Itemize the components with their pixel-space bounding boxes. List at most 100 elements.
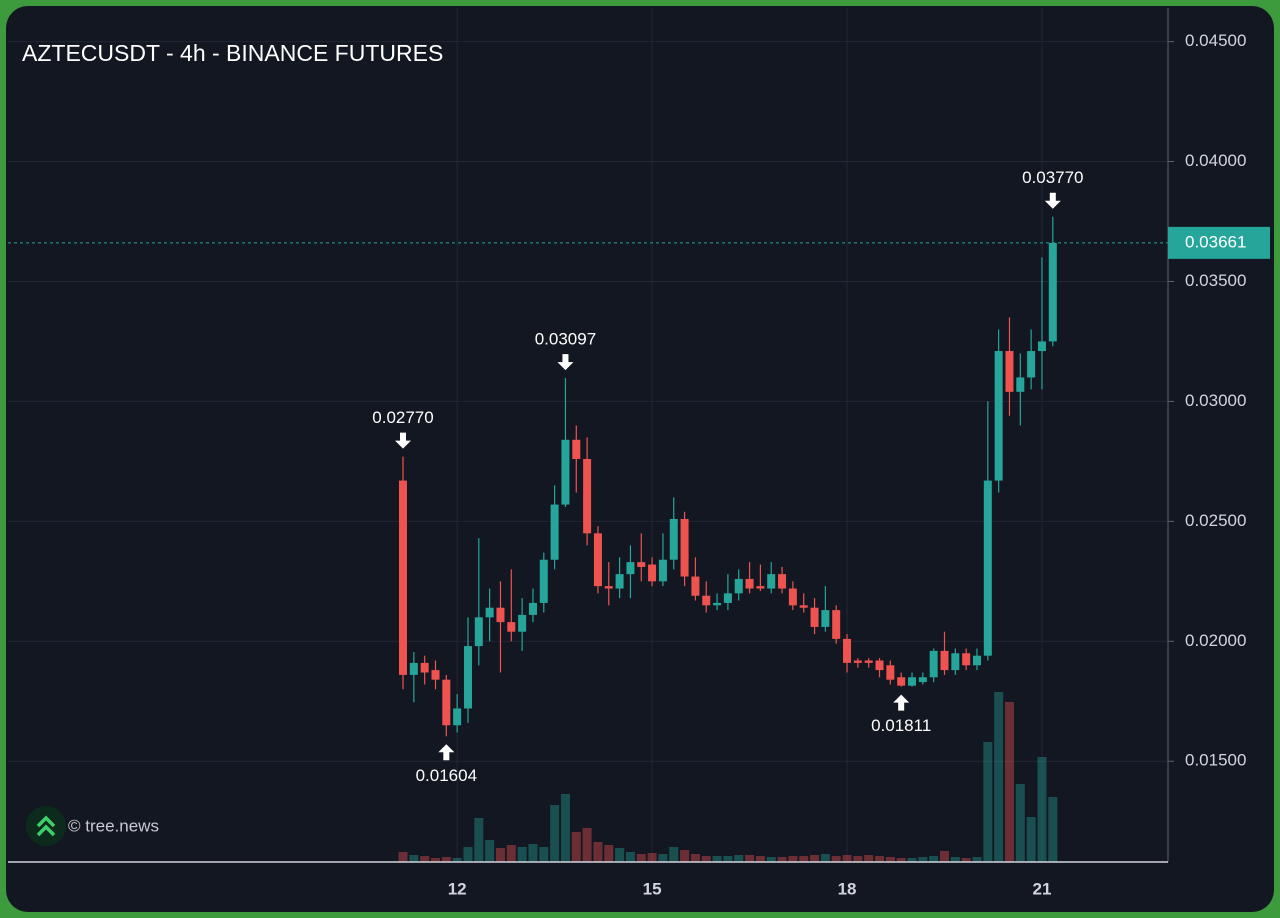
volume-bar — [636, 854, 646, 862]
volume-bar — [409, 855, 419, 862]
volume-bar — [452, 858, 462, 862]
y-tick-label: 0.04000 — [1185, 151, 1246, 170]
candle-body — [962, 653, 971, 666]
volume-bar — [1026, 817, 1036, 862]
candle-body — [767, 574, 776, 589]
candle-body — [485, 607, 494, 618]
candle-body — [918, 677, 927, 683]
candle-body — [420, 662, 429, 673]
volume-layer — [398, 692, 1058, 862]
chart-title: AZTECUSDT - 4h - BINANCE FUTURES — [22, 40, 443, 66]
volume-bar — [1004, 702, 1014, 862]
volume-bar — [831, 856, 841, 862]
y-tick-label: 0.03500 — [1185, 271, 1246, 290]
volume-bar — [441, 857, 451, 862]
candle-body — [431, 670, 440, 680]
candle-body — [572, 439, 581, 459]
volume-bar — [615, 848, 625, 862]
candle-body — [561, 439, 570, 505]
candle-body — [810, 607, 819, 627]
candle-body — [1005, 351, 1014, 392]
last-price-tag — [1168, 226, 1270, 259]
volume-bar — [528, 844, 538, 862]
volume-bar — [799, 856, 809, 862]
candle-body — [1016, 377, 1025, 392]
candle-body — [496, 607, 505, 623]
volume-bar — [853, 856, 863, 862]
candle-body — [453, 708, 462, 726]
volume-bar — [788, 856, 798, 862]
volume-bar — [929, 856, 939, 862]
annotation-label: 0.01811 — [871, 716, 931, 735]
volume-bar — [961, 858, 971, 862]
candle-body — [799, 605, 808, 608]
candle-body — [864, 660, 873, 663]
watermark: © tree.news — [68, 816, 159, 835]
candle-body — [788, 588, 797, 606]
candle-body — [734, 578, 743, 594]
candle-body — [518, 614, 527, 632]
volume-bar — [1015, 784, 1025, 862]
candle-body — [778, 574, 787, 589]
candle-body — [539, 559, 548, 603]
volume-bar — [712, 856, 722, 862]
candle-body — [528, 602, 537, 615]
x-tick-label: 18 — [838, 879, 857, 898]
volume-bar — [430, 858, 440, 862]
candle-body — [442, 679, 451, 726]
annotation-arrow — [557, 354, 574, 371]
annotation-arrow — [1044, 192, 1061, 209]
volume-bar — [755, 856, 765, 862]
candle-body — [648, 564, 657, 582]
volume-bar — [604, 845, 614, 862]
candle-body — [875, 660, 884, 671]
volume-bar — [398, 852, 408, 862]
volume-bar — [625, 852, 635, 862]
volume-bar — [690, 854, 700, 862]
volume-bar — [950, 857, 960, 862]
candle-body — [604, 586, 613, 589]
volume-bar — [593, 842, 603, 862]
volume-bar — [1037, 757, 1047, 862]
volume-bar — [560, 794, 570, 862]
y-tick-label: 0.02500 — [1185, 511, 1246, 530]
volume-bar — [810, 855, 820, 862]
candle-body — [929, 650, 938, 678]
x-tick-label: 15 — [643, 879, 662, 898]
volume-bar — [972, 857, 982, 862]
candle-body — [897, 677, 906, 686]
annotation-label: 0.03770 — [1022, 168, 1083, 187]
candle-body — [1048, 242, 1057, 342]
volume-bar — [582, 828, 592, 862]
y-tick-label: 0.04500 — [1185, 31, 1246, 50]
volume-bar — [983, 742, 993, 862]
volume-bar — [571, 832, 581, 862]
annotation-arrow — [438, 744, 455, 761]
volume-bar — [907, 858, 917, 862]
annotation-label: 0.03097 — [535, 330, 596, 349]
candle-body — [983, 480, 992, 656]
volume-bar — [723, 856, 733, 862]
candle-body — [691, 576, 700, 596]
candle-body — [908, 677, 917, 686]
volume-bar — [918, 857, 928, 862]
y-tick-label: 0.01500 — [1185, 751, 1246, 770]
candle-body — [843, 638, 852, 663]
volume-bar — [885, 857, 895, 862]
y-tick-label: 0.03000 — [1185, 391, 1246, 410]
candle-body — [951, 653, 960, 671]
volume-bar — [669, 847, 679, 862]
candle-body — [832, 610, 841, 639]
volume-bar — [842, 855, 852, 862]
candle-body — [474, 617, 483, 647]
volume-bar — [506, 845, 516, 862]
candle-body — [745, 578, 754, 589]
watermark-logo — [26, 806, 66, 846]
volume-bar — [495, 848, 505, 862]
volume-bar — [647, 853, 657, 862]
candle-layer — [399, 216, 1057, 737]
candle-body — [853, 660, 862, 663]
candle-body — [583, 458, 592, 534]
